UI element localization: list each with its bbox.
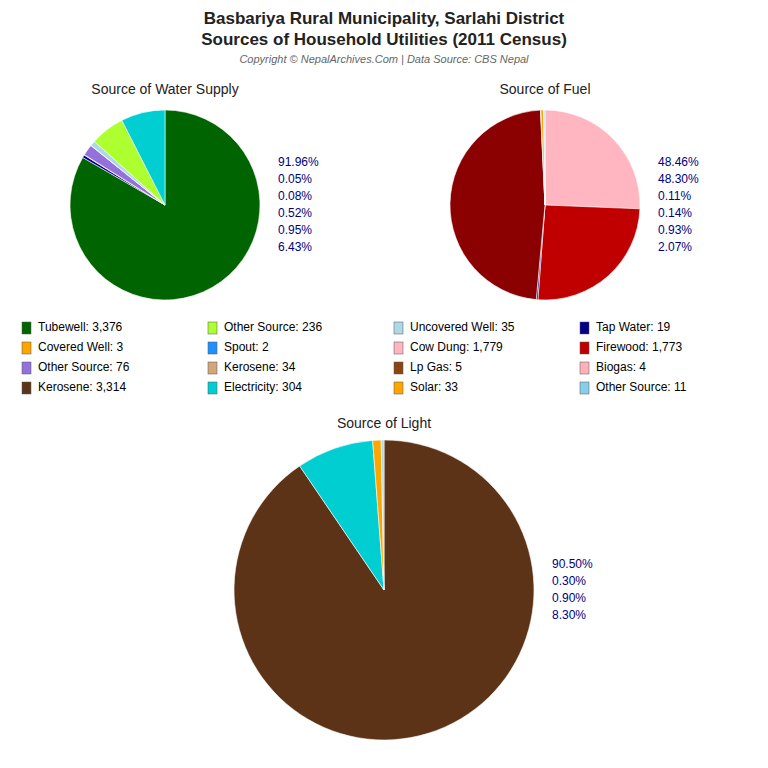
legend: Tubewell: 3,376 Other Source: 236 Uncovere… xyxy=(22,320,687,394)
pie-annotation: 0.93% xyxy=(658,223,692,237)
legend-label: Kerosene: 34 xyxy=(224,360,296,374)
legend-item: Kerosene: 34 xyxy=(208,360,296,374)
legend-swatch xyxy=(208,382,217,394)
pie-slice xyxy=(544,110,545,205)
legend-swatch xyxy=(394,362,403,374)
chart-root: Basbariya Rural Municipality, Sarlahi Di… xyxy=(0,0,768,768)
legend-label: Biogas: 4 xyxy=(596,360,646,374)
legend-swatch xyxy=(208,342,217,354)
legend-item: Other Source: 11 xyxy=(580,380,687,394)
legend-swatch xyxy=(22,382,31,394)
pie-annotation: 2.07% xyxy=(658,240,692,254)
pie-slice xyxy=(70,110,260,300)
legend-label: Electricity: 304 xyxy=(224,380,302,394)
pie-annotation: 6.43% xyxy=(278,240,312,254)
legend-swatch xyxy=(22,322,31,334)
pie-slice xyxy=(122,110,165,205)
legend-item: Solar: 33 xyxy=(394,380,458,394)
title: Basbariya Rural Municipality, Sarlahi Di… xyxy=(204,9,565,28)
legend-item: Cow Dung: 1,779 xyxy=(394,340,503,354)
pie-title: Source of Fuel xyxy=(499,81,590,97)
pie-annotation: 91.96% xyxy=(278,155,319,169)
legend-swatch xyxy=(22,342,31,354)
legend-item: Uncovered Well: 35 xyxy=(394,320,515,334)
pie-slice xyxy=(300,440,384,590)
legend-label: Spout: 2 xyxy=(224,340,269,354)
legend-label: Tap Water: 19 xyxy=(596,320,671,334)
legend-swatch xyxy=(580,322,589,334)
legend-label: Solar: 33 xyxy=(410,380,458,394)
legend-item: Covered Well: 3 xyxy=(22,340,123,354)
legend-item: Kerosene: 3,314 xyxy=(22,380,126,394)
legend-swatch xyxy=(394,382,403,394)
legend-label: Lp Gas: 5 xyxy=(410,360,462,374)
pie-annotation: 48.30% xyxy=(658,172,699,186)
pie-slice xyxy=(541,110,545,205)
pie-annotation: 0.90% xyxy=(552,591,586,605)
pie-annotation: 0.30% xyxy=(552,574,586,588)
legend-swatch xyxy=(208,322,217,334)
legend-label: Cow Dung: 1,779 xyxy=(410,340,503,354)
legend-swatch xyxy=(22,362,31,374)
legend-label: Other Source: 76 xyxy=(38,360,130,374)
pie-annotation: 0.08% xyxy=(278,189,312,203)
pie-slice xyxy=(540,110,545,205)
legend-label: Firewood: 1,773 xyxy=(596,340,682,354)
pie-chart xyxy=(234,440,534,740)
pie-title: Source of Water Supply xyxy=(91,81,238,97)
pie-chart xyxy=(450,110,640,300)
pie-annotation: 0.52% xyxy=(278,206,312,220)
legend-item: Spout: 2 xyxy=(208,340,269,354)
pie-slice xyxy=(234,440,534,740)
pie-title: Source of Light xyxy=(337,415,431,431)
pie-annotation: 0.05% xyxy=(278,172,312,186)
legend-swatch xyxy=(580,342,589,354)
pie-annotation: 0.95% xyxy=(278,223,312,237)
legend-swatch xyxy=(208,362,217,374)
legend-swatch xyxy=(580,382,589,394)
legend-label: Covered Well: 3 xyxy=(38,340,123,354)
legend-label: Other Source: 11 xyxy=(596,380,687,394)
subtitle: Sources of Household Utilities (2011 Cen… xyxy=(201,30,567,49)
legend-item: Lp Gas: 5 xyxy=(394,360,462,374)
legend-item: Other Source: 236 xyxy=(208,320,322,334)
legend-label: Uncovered Well: 35 xyxy=(410,320,515,334)
pie-slice xyxy=(545,110,640,209)
legend-label: Kerosene: 3,314 xyxy=(38,380,126,394)
pie-annotation: 48.46% xyxy=(658,155,699,169)
pie-annotation: 0.11% xyxy=(658,189,691,203)
legend-swatch xyxy=(394,322,403,334)
pie-annotation: 90.50% xyxy=(552,557,593,571)
pie-slice xyxy=(373,440,384,590)
legend-label: Other Source: 236 xyxy=(224,320,322,334)
pie-annotation: 8.30% xyxy=(552,608,586,622)
pie-slice xyxy=(544,110,546,205)
legend-swatch xyxy=(394,342,403,354)
legend-item: Firewood: 1,773 xyxy=(580,340,682,354)
legend-item: Biogas: 4 xyxy=(580,360,646,374)
copyright: Copyright © NepalArchives.Com | Data Sou… xyxy=(239,53,529,65)
legend-swatch xyxy=(580,362,589,374)
legend-item: Electricity: 304 xyxy=(208,380,302,394)
pie-slice xyxy=(538,205,640,300)
legend-item: Other Source: 76 xyxy=(22,360,130,374)
pie-annotation: 0.14% xyxy=(658,206,692,220)
pie-chart xyxy=(70,110,260,300)
pie-slice xyxy=(381,440,384,590)
legend-item: Tubewell: 3,376 xyxy=(22,320,123,334)
legend-label: Tubewell: 3,376 xyxy=(38,320,123,334)
pie-slice xyxy=(450,110,545,299)
legend-item: Tap Water: 19 xyxy=(580,320,671,334)
